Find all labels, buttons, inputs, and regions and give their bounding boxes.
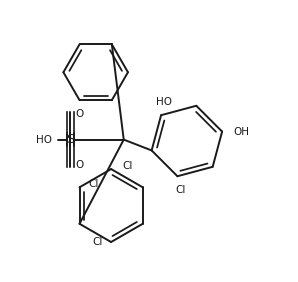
Text: Cl: Cl [175,185,185,195]
Text: Cl: Cl [92,237,103,247]
Text: OH: OH [233,127,249,136]
Text: S: S [66,133,74,146]
Text: Cl: Cl [88,180,98,190]
Text: Cl: Cl [122,161,133,171]
Text: HO: HO [36,135,52,145]
Text: HO: HO [156,97,172,107]
Text: O: O [75,160,84,170]
Text: O: O [75,109,84,119]
